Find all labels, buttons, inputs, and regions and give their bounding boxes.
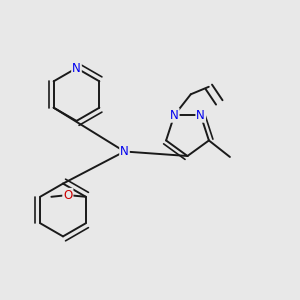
Text: O: O xyxy=(63,189,73,202)
Text: N: N xyxy=(196,109,205,122)
Text: N: N xyxy=(72,61,81,75)
Text: N: N xyxy=(170,109,178,122)
Text: N: N xyxy=(120,145,129,158)
